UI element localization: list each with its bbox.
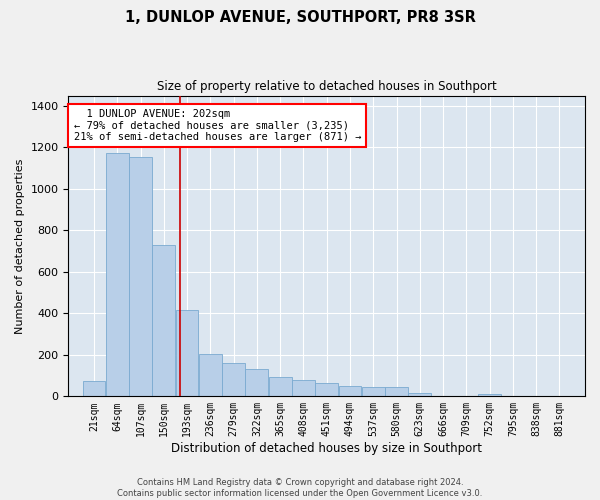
Bar	[199, 354, 222, 397]
Text: Contains HM Land Registry data © Crown copyright and database right 2024.
Contai: Contains HM Land Registry data © Crown c…	[118, 478, 482, 498]
X-axis label: Distribution of detached houses by size in Southport: Distribution of detached houses by size …	[171, 442, 482, 455]
Bar	[338, 386, 361, 396]
Bar	[315, 383, 338, 396]
Y-axis label: Number of detached properties: Number of detached properties	[15, 158, 25, 334]
Bar	[176, 310, 199, 396]
Bar	[245, 370, 268, 396]
Bar	[292, 380, 315, 396]
Text: 1, DUNLOP AVENUE, SOUTHPORT, PR8 3SR: 1, DUNLOP AVENUE, SOUTHPORT, PR8 3SR	[125, 10, 475, 25]
Bar	[222, 363, 245, 396]
Title: Size of property relative to detached houses in Southport: Size of property relative to detached ho…	[157, 80, 497, 93]
Bar	[362, 387, 385, 396]
Text: 1 DUNLOP AVENUE: 202sqm
← 79% of detached houses are smaller (3,235)
21% of semi: 1 DUNLOP AVENUE: 202sqm ← 79% of detache…	[74, 109, 361, 142]
Bar	[385, 387, 408, 396]
Bar	[409, 393, 431, 396]
Bar	[106, 152, 128, 396]
Bar	[478, 394, 501, 396]
Bar	[129, 156, 152, 396]
Bar	[152, 245, 175, 396]
Bar	[269, 376, 292, 396]
Bar	[83, 381, 106, 396]
